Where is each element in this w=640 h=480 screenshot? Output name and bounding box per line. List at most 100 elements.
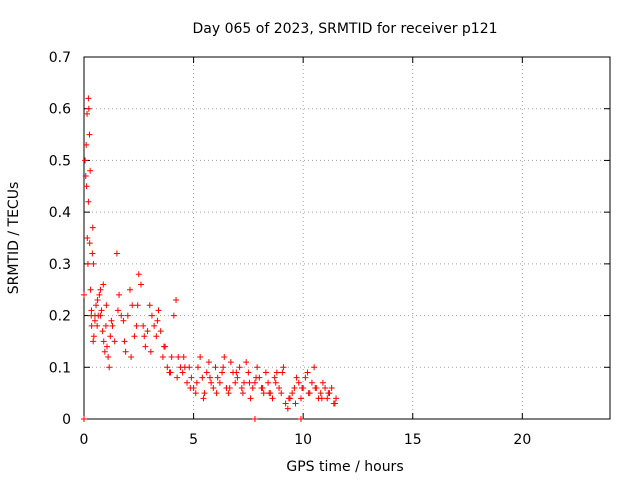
data-point (121, 338, 128, 345)
data-point (104, 343, 111, 350)
data-point (220, 364, 227, 371)
data-point (142, 343, 149, 350)
data-point (81, 416, 87, 422)
data-point (253, 374, 260, 381)
x-axis-label: GPS time / hours (286, 459, 403, 475)
data-point (82, 157, 89, 164)
data-point (324, 395, 331, 402)
data-point (225, 390, 232, 397)
data-point (234, 374, 241, 381)
data-point (232, 379, 239, 386)
data-point (102, 322, 109, 329)
x-tick-label: 15 (404, 432, 422, 448)
data-point (199, 374, 206, 381)
data-point (148, 312, 155, 319)
tick-labels: 0 5 10 15 20 0 0.1 0.2 0.3 0.4 0.5 0.6 0.7 (49, 50, 532, 448)
x-tick-label: 5 (189, 432, 198, 448)
data-point (144, 328, 151, 335)
y-tick-label: 0 (62, 412, 71, 428)
data-point (312, 384, 319, 391)
data-point (201, 390, 208, 397)
data-point (91, 317, 98, 324)
data-point (259, 384, 266, 391)
data-point (105, 353, 112, 360)
data-point (137, 281, 144, 288)
data-point (160, 343, 167, 350)
data-point (200, 395, 207, 402)
chart-title: Day 065 of 2023, SRMTID for receiver p12… (192, 21, 497, 37)
data-point (197, 353, 204, 360)
data-point (141, 333, 148, 340)
data-point (210, 384, 217, 391)
data-point (216, 379, 223, 386)
data-point (318, 395, 325, 402)
grid-lines (84, 57, 610, 419)
data-point (260, 390, 267, 397)
data-point (89, 250, 96, 257)
data-point (317, 390, 324, 397)
data-point (88, 322, 95, 329)
y-tick-label: 0.2 (49, 309, 71, 325)
data-point (128, 353, 135, 360)
y-tick-label: 0.5 (49, 153, 71, 169)
x-tick-label: 20 (513, 432, 531, 448)
data-point (249, 384, 256, 391)
data-point (111, 338, 118, 345)
data-point (207, 374, 214, 381)
data-point (180, 353, 187, 360)
data-point (251, 416, 258, 422)
data-point (82, 172, 89, 179)
y-axis-label: SRMTID / TECUs (6, 182, 22, 295)
data-point (319, 379, 326, 386)
data-point (280, 364, 287, 371)
data-point (101, 348, 108, 355)
data-point (293, 374, 300, 381)
data-point (243, 359, 250, 366)
plot-frame (83, 56, 611, 420)
data-point (153, 333, 160, 340)
data-point (85, 95, 92, 102)
data-point (83, 141, 90, 148)
data-point (86, 131, 93, 138)
data-point (245, 369, 252, 376)
data-point (273, 369, 280, 376)
y-tick-label: 0.4 (49, 205, 71, 221)
data-point (84, 260, 91, 267)
data-point (134, 302, 141, 309)
data-point (99, 328, 106, 335)
data-point (118, 312, 125, 319)
x-tick-label: 10 (294, 432, 312, 448)
data-point (213, 390, 220, 397)
data-point (299, 384, 306, 391)
data-points (81, 95, 340, 422)
data-point (167, 369, 174, 376)
data-point (254, 364, 261, 371)
data-point (98, 307, 105, 314)
data-point (186, 364, 193, 371)
data-point (108, 317, 115, 324)
data-point (84, 235, 91, 241)
data-point (109, 322, 116, 329)
y-tick-label: 0.1 (49, 360, 71, 376)
data-point (170, 312, 177, 319)
data-point (83, 183, 90, 190)
data-point (89, 224, 96, 231)
data-point (238, 384, 245, 391)
data-point (94, 297, 101, 304)
data-point (214, 374, 221, 381)
data-point (305, 390, 312, 397)
data-point (81, 291, 87, 298)
data-point (87, 286, 94, 293)
data-point (304, 369, 311, 376)
data-point (291, 384, 298, 391)
data-point (131, 333, 138, 340)
data-point (93, 302, 100, 309)
data-point (226, 384, 233, 391)
data-point (236, 364, 243, 371)
data-point (297, 395, 304, 402)
data-point (240, 379, 247, 386)
data-point (239, 390, 246, 397)
data-point (212, 364, 219, 371)
data-point (227, 359, 234, 366)
